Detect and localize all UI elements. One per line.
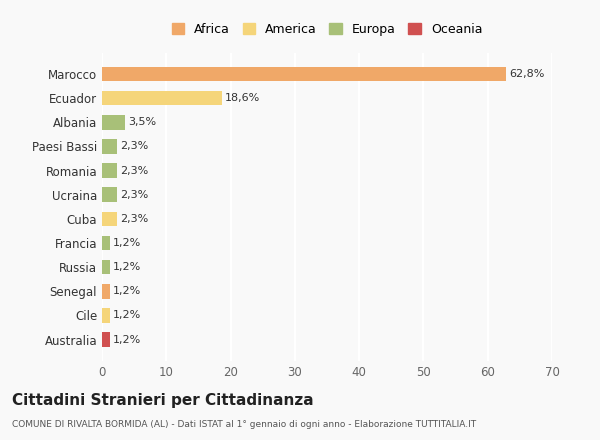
Text: 2,3%: 2,3% — [120, 214, 148, 224]
Bar — [102, 260, 110, 275]
Bar — [102, 115, 125, 129]
Text: 1,2%: 1,2% — [113, 311, 141, 320]
Bar — [102, 332, 110, 347]
Bar — [102, 236, 110, 250]
Text: 1,2%: 1,2% — [113, 286, 141, 296]
Bar — [102, 212, 117, 226]
Text: 1,2%: 1,2% — [113, 238, 141, 248]
Text: 1,2%: 1,2% — [113, 334, 141, 345]
Bar — [102, 284, 110, 298]
Text: Cittadini Stranieri per Cittadinanza: Cittadini Stranieri per Cittadinanza — [12, 393, 314, 408]
Text: 2,3%: 2,3% — [120, 141, 148, 151]
Bar — [102, 67, 506, 81]
Text: 1,2%: 1,2% — [113, 262, 141, 272]
Bar — [102, 308, 110, 323]
Text: 2,3%: 2,3% — [120, 165, 148, 176]
Legend: Africa, America, Europa, Oceania: Africa, America, Europa, Oceania — [168, 19, 486, 40]
Text: 18,6%: 18,6% — [225, 93, 260, 103]
Text: 62,8%: 62,8% — [509, 69, 544, 79]
Text: COMUNE DI RIVALTA BORMIDA (AL) - Dati ISTAT al 1° gennaio di ogni anno - Elabora: COMUNE DI RIVALTA BORMIDA (AL) - Dati IS… — [12, 420, 476, 429]
Text: 3,5%: 3,5% — [128, 117, 156, 127]
Bar — [102, 139, 117, 154]
Text: 2,3%: 2,3% — [120, 190, 148, 200]
Bar — [102, 187, 117, 202]
Bar — [102, 91, 221, 106]
Bar — [102, 163, 117, 178]
